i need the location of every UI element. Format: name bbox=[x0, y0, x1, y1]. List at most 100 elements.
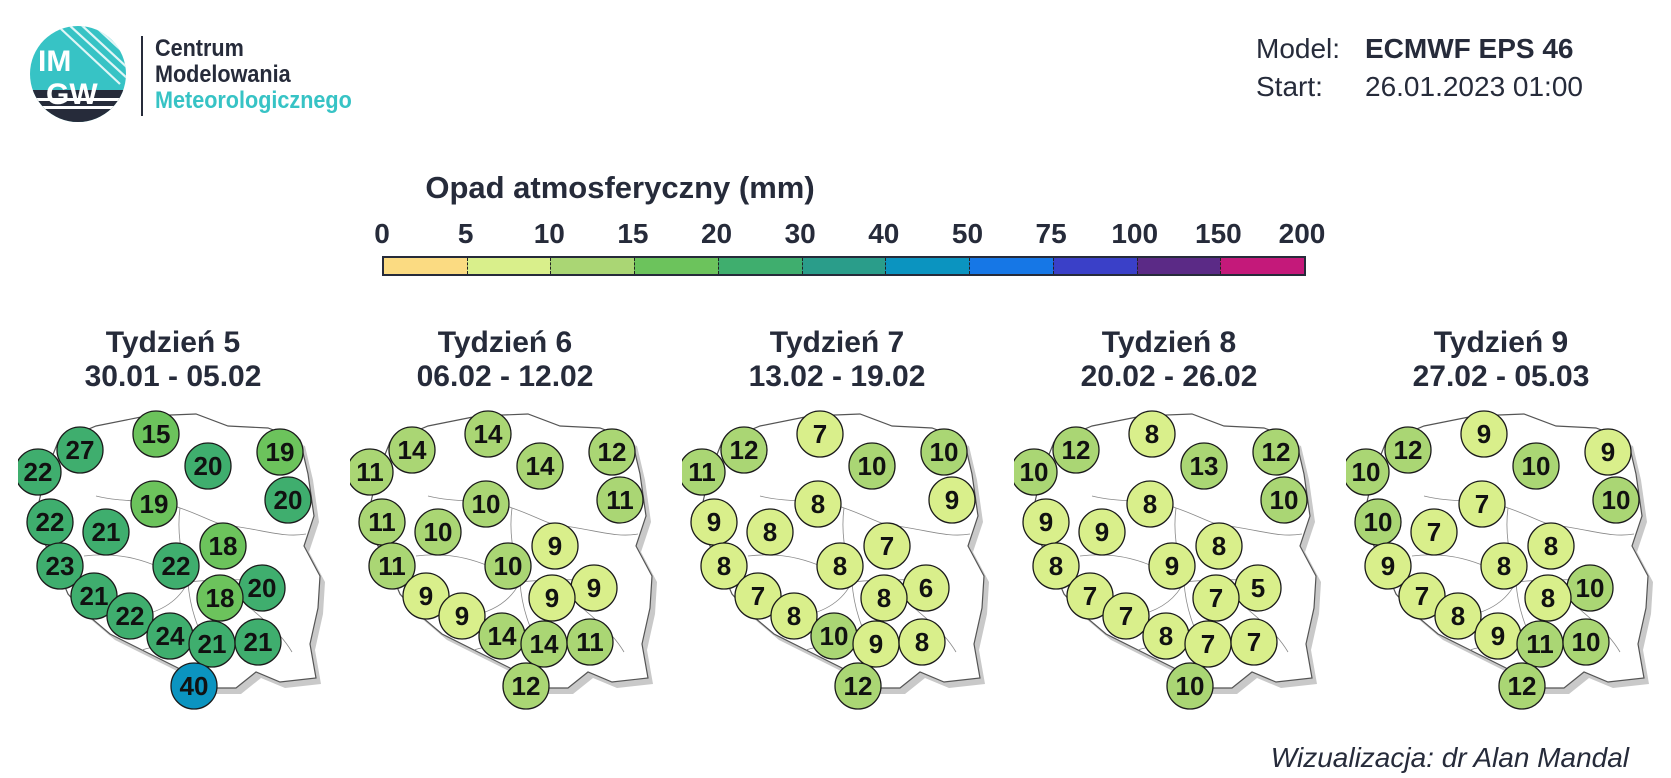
station-value: 7 bbox=[1119, 601, 1133, 631]
legend-swatch bbox=[634, 258, 718, 274]
station-circle bbox=[56, 426, 104, 474]
station-value: 10 bbox=[494, 551, 523, 581]
station-circle bbox=[566, 618, 614, 666]
station-circle bbox=[1066, 572, 1114, 620]
station-bubble: 22 bbox=[152, 542, 200, 590]
station-circle bbox=[1166, 662, 1214, 710]
station-value: 7 bbox=[1475, 489, 1489, 519]
legend-tick-label: 75 bbox=[1035, 218, 1067, 249]
week-name: Tydzień 8 bbox=[1101, 326, 1237, 359]
legend-tick-label: 10 bbox=[533, 218, 565, 249]
station-bubble: 12 bbox=[1498, 662, 1546, 710]
station-circle bbox=[1252, 428, 1300, 476]
station-bubble: 8 bbox=[794, 480, 842, 528]
station-value: 7 bbox=[813, 419, 827, 449]
station-value: 10 bbox=[1572, 627, 1601, 657]
station-value: 12 bbox=[1394, 435, 1423, 465]
station-circle bbox=[184, 442, 232, 490]
station-value: 14 bbox=[530, 629, 559, 659]
legend-swatch bbox=[550, 258, 635, 274]
station-value: 6 bbox=[919, 573, 933, 603]
station-bubble: 21 bbox=[188, 620, 236, 668]
station-bubble: 12 bbox=[1252, 428, 1300, 476]
model-value: ECMWF EPS 46 bbox=[1365, 33, 1574, 64]
station-circle bbox=[170, 662, 218, 710]
station-value: 7 bbox=[1247, 627, 1261, 657]
station-value: 9 bbox=[1601, 437, 1615, 467]
legend-tick-label: 5 bbox=[457, 218, 474, 249]
station-circle bbox=[1512, 442, 1560, 490]
station-circle bbox=[106, 592, 154, 640]
station-value: 10 bbox=[424, 517, 453, 547]
week-panel: Tydzień 5 30.01 - 05.02 27 15 22 20 19 19 20 22 21… bbox=[18, 326, 328, 726]
legend-tick-labels: 0 5 10 15 20 30 40 50 75 100 150 200 bbox=[0, 218, 1671, 254]
station-value: 9 bbox=[1381, 551, 1395, 581]
station-bubble: 10 bbox=[1354, 498, 1402, 546]
station-bubble: 11 bbox=[682, 448, 726, 496]
station-circle bbox=[464, 410, 512, 458]
station-circle bbox=[1180, 442, 1228, 490]
station-bubble: 21 bbox=[70, 572, 118, 620]
station-bubble: 5 bbox=[1234, 564, 1282, 612]
legend-tick-label: 15 bbox=[617, 218, 649, 249]
station-bubble: 27 bbox=[56, 426, 104, 474]
station-circle bbox=[898, 618, 946, 666]
station-circle bbox=[438, 592, 486, 640]
station-value: 8 bbox=[915, 627, 929, 657]
legend-swatch bbox=[1052, 258, 1137, 274]
station-value: 11 bbox=[688, 457, 716, 487]
station-circle bbox=[863, 522, 911, 570]
station-bubble: 12 bbox=[834, 662, 882, 710]
station-value: 8 bbox=[1451, 601, 1465, 631]
station-bubble: 10 bbox=[1346, 448, 1390, 496]
station-value: 9 bbox=[545, 583, 559, 613]
voivodeship-border bbox=[895, 525, 971, 536]
logo-divider bbox=[141, 36, 143, 116]
station-value: 9 bbox=[945, 485, 959, 515]
station-bubble: 9 bbox=[1148, 542, 1196, 590]
station-value: 10 bbox=[930, 437, 959, 467]
station-circle bbox=[928, 476, 976, 524]
week-dates: 06.02 - 12.02 bbox=[416, 360, 594, 393]
station-circle bbox=[1460, 410, 1508, 458]
station-bubble: 7 bbox=[1410, 508, 1458, 556]
imgw-logo: IM GW bbox=[30, 26, 126, 122]
station-bubble: 6 bbox=[902, 564, 950, 612]
station-bubble: 11 bbox=[358, 498, 406, 546]
station-bubble: 14 bbox=[464, 410, 512, 458]
station-circle bbox=[834, 662, 882, 710]
station-circle bbox=[531, 522, 579, 570]
station-value: 9 bbox=[1039, 507, 1053, 537]
station-value: 12 bbox=[1262, 437, 1291, 467]
station-bubble: 9 bbox=[570, 564, 618, 612]
legend-colorbar bbox=[382, 256, 1306, 276]
station-value: 21 bbox=[92, 517, 121, 547]
week-title: Tydzień 6 06.02 - 12.02 bbox=[350, 326, 660, 394]
week-dates: 30.01 - 05.02 bbox=[84, 360, 262, 393]
station-circle bbox=[462, 480, 510, 528]
station-value: 40 bbox=[180, 671, 209, 701]
station-bubble: 19 bbox=[256, 428, 304, 476]
station-bubble: 7 bbox=[1066, 572, 1114, 620]
station-bubble: 14 bbox=[478, 612, 526, 660]
model-label: Model: bbox=[1256, 33, 1341, 64]
station-circle bbox=[1592, 476, 1640, 524]
station-circle bbox=[920, 428, 968, 476]
legend-tick-label: 20 bbox=[700, 218, 733, 249]
station-value: 13 bbox=[1190, 451, 1219, 481]
station-value: 11 bbox=[368, 507, 396, 537]
station-value: 19 bbox=[266, 437, 295, 467]
station-bubble: 24 bbox=[146, 612, 194, 660]
station-value: 8 bbox=[811, 489, 825, 519]
station-bubble: 10 bbox=[810, 612, 858, 660]
station-bubble: 19 bbox=[130, 480, 178, 528]
station-value: 21 bbox=[80, 581, 109, 611]
station-bubble: 15 bbox=[132, 410, 180, 458]
legend-title: Opad atmosferyczny (mm) bbox=[425, 170, 815, 205]
station-circle bbox=[734, 572, 782, 620]
station-circle bbox=[1384, 426, 1432, 474]
station-value: 12 bbox=[1062, 435, 1091, 465]
station-value: 12 bbox=[730, 435, 759, 465]
